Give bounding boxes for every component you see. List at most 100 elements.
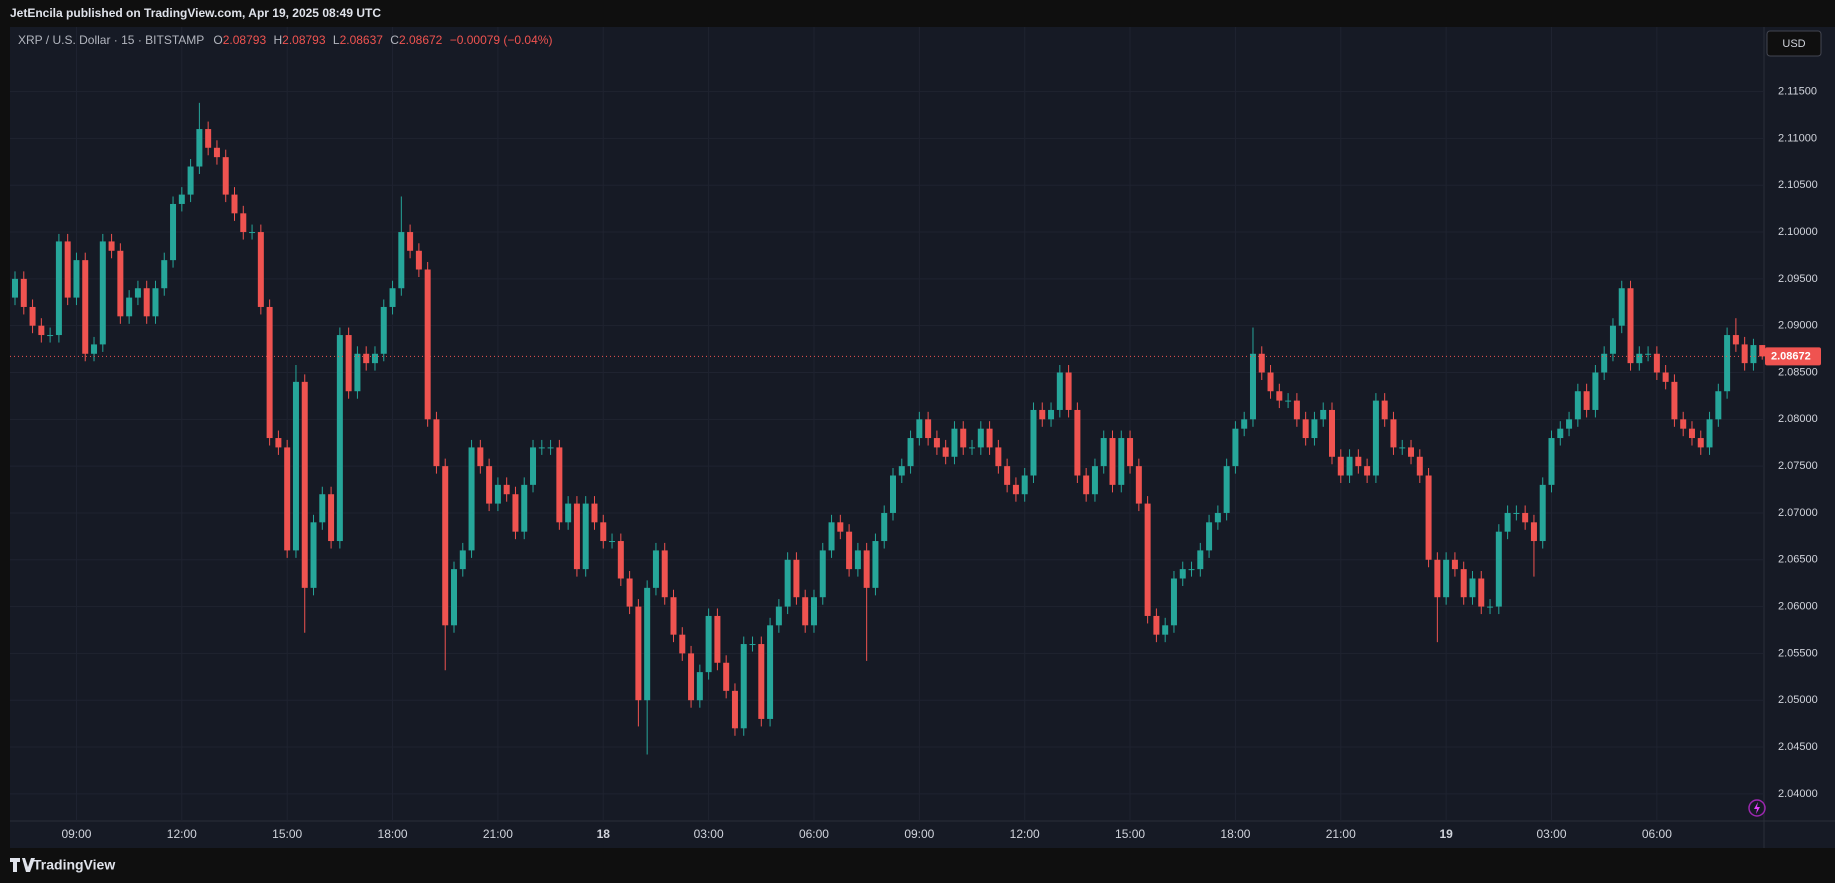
candle-body [415, 250, 422, 270]
candle-body [1249, 353, 1256, 420]
candle-body [494, 484, 501, 504]
candle-body [1408, 447, 1415, 457]
candle-body [1372, 400, 1379, 476]
symbol-title: XRP / U.S. Dollar · 15 · BITSTAMP [18, 33, 204, 47]
candle-body [731, 690, 738, 729]
candle-body [1091, 466, 1098, 495]
candle-body [310, 522, 317, 588]
candle-body [1618, 288, 1625, 326]
candle-body [819, 550, 826, 598]
candle-body [1293, 400, 1300, 420]
currency[interactable]: USD [1782, 38, 1805, 50]
candle-body [652, 550, 659, 588]
candle-body [1732, 335, 1739, 345]
y-tick-label: 2.06000 [1778, 600, 1818, 612]
candle-body [688, 653, 695, 701]
candle-body [1118, 438, 1125, 485]
candle-body [1697, 438, 1704, 448]
candle-body [573, 503, 580, 570]
candle-body [1513, 512, 1520, 514]
candle-body [749, 644, 756, 646]
candle-body [424, 269, 431, 420]
candle-body [99, 241, 106, 345]
candle-body [1530, 522, 1537, 542]
candle-body [1566, 419, 1573, 429]
legend: XRP / U.S. Dollar · 15 · BITSTAMP O2.087… [18, 33, 552, 47]
candle-body [617, 541, 624, 579]
y-tick-label: 2.05000 [1778, 694, 1818, 706]
candle-body [1021, 475, 1028, 495]
candle-body [486, 466, 493, 504]
candle-body [38, 325, 45, 336]
candle-body [1135, 466, 1142, 504]
candle-body [1548, 438, 1555, 485]
x-tick-label: 06:00 [799, 827, 829, 841]
candle-body [565, 503, 572, 523]
candle-body [942, 447, 949, 457]
currency-button[interactable] [1766, 30, 1822, 57]
candle-body [854, 550, 861, 570]
candle-body [1048, 409, 1055, 420]
candle-body [345, 335, 352, 392]
candle-body [1539, 484, 1546, 542]
publisher: JetEncila published on TradingView.com, … [10, 6, 381, 20]
candle-body [1302, 419, 1309, 439]
candle-body [29, 306, 36, 326]
candle-body [1311, 419, 1318, 439]
candle-body [1469, 578, 1476, 598]
x-tick-label: 18:00 [378, 827, 408, 841]
candle-body [257, 232, 264, 307]
candle-body [1206, 522, 1213, 551]
candle-body [1399, 447, 1406, 449]
candle-body [1425, 475, 1432, 560]
candle-body [1460, 569, 1467, 598]
candle-body [170, 203, 177, 261]
candle-body [1495, 531, 1502, 607]
candle-body [275, 438, 282, 448]
candle-body [582, 503, 589, 570]
candle-body [960, 428, 967, 448]
candle-body [521, 484, 528, 532]
candle-body [916, 419, 923, 439]
candle-body [1592, 372, 1599, 410]
candle-body [178, 194, 185, 204]
candle-body [231, 194, 238, 214]
y-tick-label: 2.07500 [1778, 460, 1818, 472]
candle-body [134, 288, 141, 298]
x-tick-label: 12:00 [167, 827, 197, 841]
candle-body [1487, 606, 1494, 608]
ohlc-label: C [390, 33, 399, 47]
y-tick-label: 2.04500 [1778, 741, 1818, 753]
y-tick-label: 2.08000 [1778, 413, 1818, 425]
candle-body [20, 278, 27, 307]
y-tick-label: 2.09000 [1778, 320, 1818, 332]
time-axis [10, 821, 1764, 848]
candle-body [969, 447, 976, 449]
candle-body [977, 428, 984, 448]
candle-body [679, 634, 686, 654]
candle-body [1127, 438, 1134, 467]
candle-body [802, 597, 809, 626]
alert-icon[interactable] [1748, 799, 1766, 817]
candle-body [152, 288, 159, 317]
candle-body [767, 625, 774, 719]
candle-body [143, 288, 150, 317]
candle-body [1188, 569, 1195, 571]
candle-body [459, 550, 466, 570]
candle-body [1741, 344, 1748, 364]
candle-body [1715, 391, 1722, 420]
change: −0.00079 (−0.04%) [450, 33, 553, 47]
candle-body [1162, 625, 1169, 635]
candle-body [863, 550, 870, 588]
brand: TradingView [33, 857, 115, 873]
candle-body [284, 447, 291, 551]
candle-body [933, 438, 940, 448]
y-tick-label: 2.07000 [1778, 507, 1818, 519]
candle-body [240, 213, 247, 233]
candle-body [47, 335, 54, 337]
candle-body [1039, 409, 1046, 420]
candle-body [73, 260, 80, 298]
candle-body [775, 606, 782, 626]
candle-body [907, 438, 914, 467]
price-axis [1764, 27, 1835, 848]
